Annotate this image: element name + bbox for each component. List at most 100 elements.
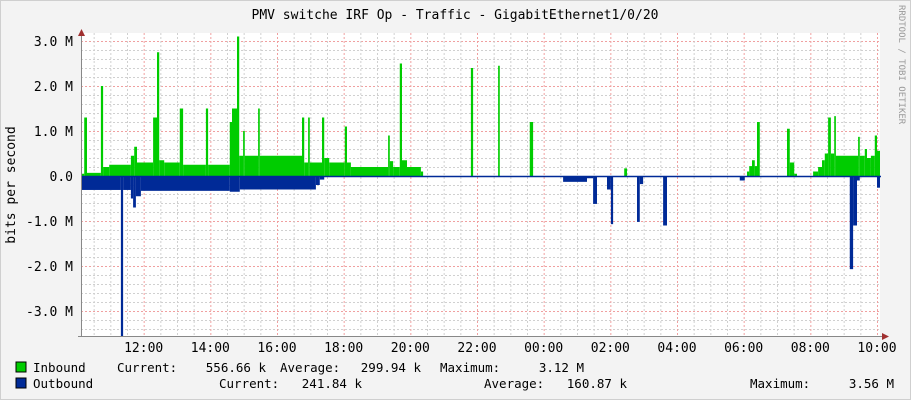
legend-label-inbound: Inbound — [33, 360, 86, 375]
inbound-area-segment — [824, 153, 829, 176]
inbound-area-segment — [830, 153, 835, 176]
outbound-current-value: 241.84 k — [302, 376, 363, 391]
outbound-area-segment — [133, 176, 136, 208]
inbound-area-segment — [864, 149, 867, 176]
inbound-area-segment — [302, 117, 305, 176]
inbound-area-segment — [179, 108, 184, 176]
outbound-area-segment — [563, 176, 587, 182]
x-tick-label: 16:00 — [257, 341, 296, 356]
outbound-area-segment — [849, 176, 854, 270]
x-tick-label: 06:00 — [724, 341, 763, 356]
inbound-area-segment — [874, 135, 877, 176]
inbound-area-segment — [205, 108, 209, 176]
x-tick-label: 14:00 — [191, 341, 230, 356]
outbound-area-segment — [857, 176, 860, 181]
inbound-area-segment — [835, 155, 859, 176]
inbound-area-segment — [350, 167, 389, 176]
inbound-area-segment — [624, 168, 627, 176]
x-tick-label: 18:00 — [324, 341, 363, 356]
y-tick-label: -1.0 M — [26, 215, 73, 230]
y-axis-label: bits per second — [4, 126, 19, 243]
inbound-area-segment — [304, 162, 309, 176]
inbound-area-segment — [208, 164, 230, 176]
outbound-average-label: Average: — [484, 376, 544, 391]
inbound-area-segment — [137, 162, 154, 176]
outbound-area-segment — [123, 176, 131, 190]
outbound-area-segment — [593, 176, 597, 204]
x-tick-label: 02:00 — [591, 341, 630, 356]
x-tick-label: 04:00 — [657, 341, 696, 356]
outbound-area-segment — [637, 176, 640, 222]
inbound-area-segment — [232, 108, 237, 176]
legend-inbound: Inbound Current: 556.66 k Average: 299.9… — [15, 360, 584, 375]
inbound-area-segment — [329, 162, 345, 176]
inbound-area-segment — [822, 160, 825, 176]
inbound-area-segment — [747, 171, 750, 176]
inbound-area-segment — [752, 160, 755, 176]
inbound-area-segment — [877, 150, 880, 176]
outbound-area-segment — [120, 176, 124, 336]
inbound-area-segment — [324, 158, 330, 176]
y-tick-label: 3.0 M — [34, 35, 73, 50]
inbound-area-segment — [81, 173, 85, 176]
inbound-area-segment — [87, 172, 101, 176]
legend-swatch-inbound — [15, 361, 27, 373]
inbound-area-segment — [109, 164, 131, 176]
inbound-average-label: Average: — [280, 360, 340, 375]
x-tick-label: 08:00 — [791, 341, 830, 356]
inbound-area-segment — [134, 146, 137, 176]
inbound-area-segment — [787, 128, 790, 176]
x-tick-label: 12:00 — [124, 341, 163, 356]
outbound-area-segment — [853, 176, 857, 226]
outbound-area-segment — [130, 176, 134, 199]
inbound-area-segment — [749, 166, 752, 176]
outbound-area-segment — [319, 176, 325, 180]
inbound-area-segment — [813, 171, 819, 176]
inbound-area-segment — [229, 122, 232, 176]
outbound-average-value: 160.87 k — [567, 376, 628, 391]
inbound-area-segment — [828, 117, 831, 176]
inbound-area-segment — [858, 136, 860, 176]
inbound-area-segment — [393, 167, 400, 176]
legend-swatch-outbound — [15, 377, 27, 389]
inbound-area-segment — [344, 126, 347, 176]
inbound-area-segment — [399, 63, 402, 176]
outbound-area-segment — [739, 176, 745, 181]
outbound-area-segment — [140, 176, 230, 191]
inbound-current-label: Current: — [117, 360, 177, 375]
inbound-area-segment — [258, 108, 260, 176]
watermark: RRDTOOL / TOBI OETIKER — [896, 5, 906, 125]
inbound-area-segment — [754, 166, 757, 176]
outbound-area-segment — [639, 176, 644, 185]
outbound-area-segment — [229, 176, 240, 192]
inbound-area-segment — [259, 155, 302, 176]
inbound-area-segment — [757, 122, 760, 176]
inbound-area-segment — [794, 173, 797, 176]
inbound-area-segment — [243, 131, 245, 176]
inbound-area-segment — [420, 171, 424, 176]
inbound-area-segment — [322, 117, 325, 176]
grid — [81, 33, 880, 336]
outbound-area-segment — [607, 176, 611, 190]
y-tick-label: -2.0 M — [26, 260, 73, 275]
inbound-area-segment — [498, 65, 500, 176]
inbound-maximum-label: Maximum: — [440, 360, 500, 375]
y-tick-label: -3.0 M — [26, 305, 73, 320]
inbound-area-segment — [789, 162, 795, 176]
inbound-area-segment — [818, 167, 822, 176]
outbound-area-segment — [135, 176, 141, 197]
legend-outbound: Outbound Current: 241.84 k Average: 160.… — [15, 376, 894, 391]
inbound-area-segment — [834, 116, 836, 176]
y-axis-arrow-icon — [78, 29, 85, 36]
inbound-area-segment — [84, 117, 87, 176]
inbound-area-segment — [237, 36, 240, 176]
y-tick-label: 1.0 M — [34, 125, 73, 140]
outbound-area-segment — [610, 176, 614, 225]
inbound-area-segment — [159, 160, 165, 176]
x-tick-label: 20:00 — [391, 341, 430, 356]
outbound-area-segment — [81, 176, 121, 190]
inbound-area-segment — [529, 122, 534, 176]
inbound-area-segment — [100, 86, 104, 176]
outbound-area-segment — [315, 176, 320, 185]
